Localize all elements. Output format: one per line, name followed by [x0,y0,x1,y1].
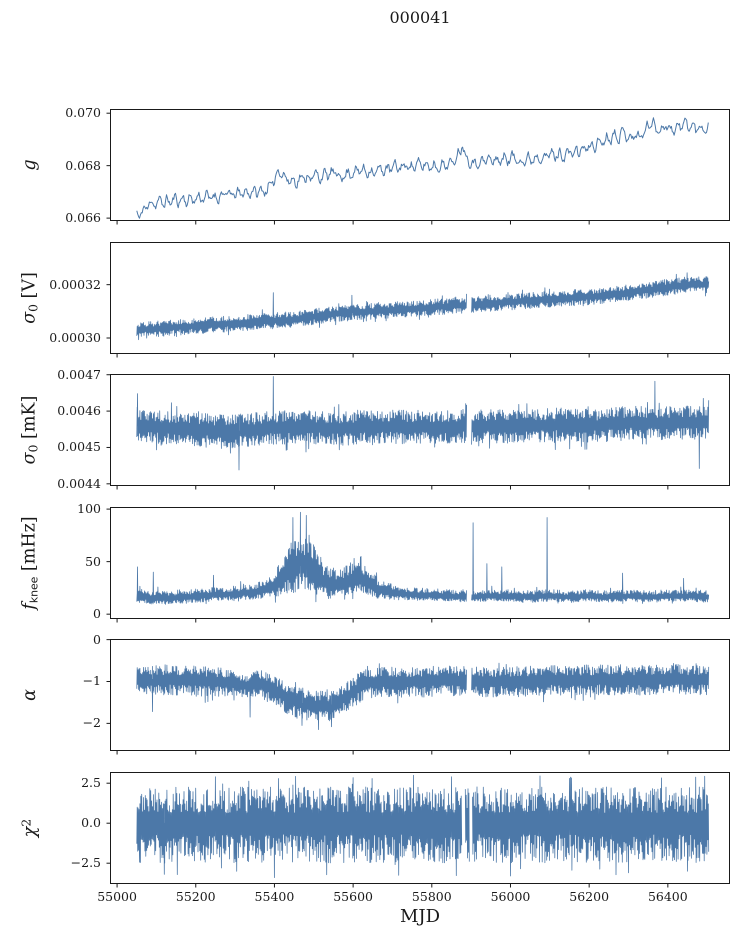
x-tick-label: 56400 [647,889,688,904]
y-tick-label: 0.0046 [57,403,101,419]
axes-spines [110,109,730,221]
subplot-sigma0-v [106,242,730,358]
y-axis-label-segment: [mK] [19,395,40,445]
axes-spines [110,772,730,884]
y-axis-label-g: g [20,159,40,170]
y-tick-label: 0 [93,606,101,622]
y-tick-label: −2 [82,715,101,731]
y-axis-label-segment: 0 [26,444,41,453]
plot-area-svg [106,242,730,358]
y-axis-label-segment: 0 [26,304,41,312]
plot-area-svg [106,507,730,623]
y-tick-label: 0.070 [65,105,101,121]
y-axis-label-segment: σ [19,452,40,465]
y-axis-label-fknee: fknee [mHz] [20,516,41,609]
x-tick-label: 55800 [411,889,452,904]
data-series-path [136,511,710,605]
subplot-sigma0-mk [106,374,730,490]
plot-title: 000041 [389,8,451,27]
subplot-chi2 [106,772,730,888]
y-tick-label: 0.0 [81,815,101,831]
y-axis-label-segment: σ [19,311,40,324]
x-tick-label: 56000 [490,889,531,904]
y-tick-label: 0.0045 [57,439,101,455]
y-axis-label-sigma0-mk: σ0 [mK] [19,396,40,465]
plot-area-svg [106,374,730,490]
data-series-path [136,117,709,219]
y-axis-label-sigma0-v: σ0 [V] [19,272,40,324]
y-tick-label: 50 [85,553,101,569]
y-tick-label: −2.5 [70,855,101,871]
y-tick-label: −1 [82,673,101,689]
subplot-alpha [106,639,730,755]
y-axis-label-segment: [mHz] [19,516,40,577]
y-tick-label: 0 [93,631,101,647]
axes-spines [110,507,730,619]
data-series-path [136,774,710,878]
data-series-path [136,272,710,341]
y-tick-label: 0.068 [65,157,101,173]
y-axis-label-segment: 2 [19,818,34,827]
y-tick-label: 0.00032 [49,276,101,292]
y-tick-label: 0.066 [65,210,101,226]
y-tick-label: 2.5 [81,775,101,791]
y-axis-label-segment: f [19,603,40,610]
data-series-path [136,662,710,730]
y-axis-label-segment: α [20,689,40,701]
x-tick-label: 55000 [97,889,137,904]
y-tick-label: 0.0047 [57,366,101,382]
y-axis-label-segment: g [20,159,40,171]
axes-spines [110,242,730,354]
data-series-path [136,376,710,471]
x-axis-label: MJD [399,906,441,927]
subplot-g [106,109,730,225]
x-tick-label: 55400 [254,889,295,904]
y-axis-label-chi2: χ2 [19,819,40,837]
x-tick-label: 55200 [175,889,216,904]
y-axis-label-segment: χ [20,826,41,838]
y-axis-label-alpha: α [20,689,40,701]
axes-spines [110,374,730,486]
y-tick-label: 0.00030 [49,330,101,345]
plot-area-svg [106,639,730,755]
x-tick-label: 55600 [333,889,373,904]
x-tick-label: 56200 [569,889,610,904]
plot-area-svg [106,109,730,225]
y-tick-label: 0.0044 [57,475,101,491]
axes-spines [110,639,730,751]
y-axis-label-segment: knee [27,576,41,604]
plot-area-svg [106,772,730,888]
subplot-fknee [106,507,730,623]
y-tick-label: 100 [77,501,101,517]
y-axis-label-segment: [V] [19,272,40,305]
